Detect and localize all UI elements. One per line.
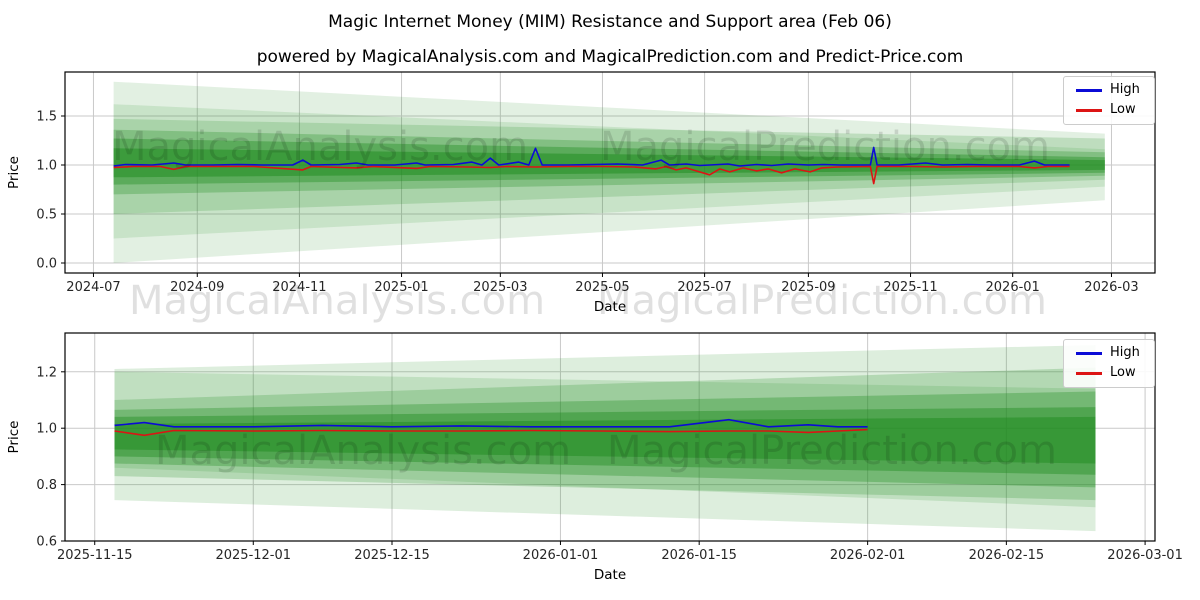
x-tick-label: 2025-12-15 (354, 548, 430, 563)
y-tick-label: 0.0 (36, 257, 57, 272)
x-tick-label: 2025-11 (883, 280, 937, 295)
y-axis-label: Price (6, 421, 22, 454)
x-tick-label: 2026-01-01 (523, 548, 599, 563)
legend-item-low: Low (1076, 102, 1142, 118)
x-tick-label: 2025-07 (677, 280, 731, 295)
legend-item-high: High (1076, 345, 1142, 361)
series-line-low (113, 165, 1070, 185)
support-resistance-band (114, 416, 1096, 464)
x-tick-label: 2024-09 (170, 280, 224, 295)
legend-label-high: High (1110, 345, 1140, 360)
high-line-swatch (1076, 88, 1102, 92)
page-subtitle: powered by MagicalAnalysis.com and Magic… (256, 47, 964, 67)
axes-spine (64, 71, 1156, 274)
x-tick-label: 2025-11-15 (57, 548, 133, 563)
x-tick-label: 2026-02-15 (969, 548, 1045, 563)
x-axis-label: Date (594, 567, 626, 583)
page-title: Magic Internet Money (MIM) Resistance an… (328, 12, 892, 32)
legend-label-low: Low (1110, 365, 1136, 380)
x-tick-label: 2025-01 (374, 280, 428, 295)
low-line-swatch (1076, 108, 1102, 112)
legend-bottom-chart: High Low (1063, 339, 1155, 388)
axes-spine (64, 332, 1156, 542)
y-tick-label: 0.8 (36, 478, 57, 493)
x-tick-label: 2026-02-01 (830, 548, 906, 563)
y-tick-label: 0.5 (36, 208, 57, 223)
x-axis-label: Date (594, 299, 626, 315)
x-tick-label: 2026-03-01 (1107, 548, 1183, 563)
x-tick-label: 2026-01 (986, 280, 1040, 295)
x-tick-label: 2025-05 (575, 280, 629, 295)
x-tick-label: 2026-01-15 (661, 548, 737, 563)
series-line-high (114, 418, 868, 428)
low-line-swatch (1076, 371, 1102, 375)
legend-label-high: High (1110, 82, 1140, 97)
series-line-high (113, 146, 1070, 167)
x-tick-label: 2024-07 (66, 280, 120, 295)
x-tick-label: 2025-03 (473, 280, 527, 295)
series-line-low (114, 428, 868, 437)
x-tick-label: 2024-11 (272, 280, 326, 295)
y-axis-label: Price (6, 156, 22, 189)
x-tick-label: 2026-03 (1084, 280, 1138, 295)
legend-item-low: Low (1076, 365, 1142, 381)
y-tick-label: 1.2 (36, 365, 57, 380)
legend-top-chart: High Low (1063, 76, 1155, 125)
y-tick-label: 0.6 (36, 535, 57, 550)
x-tick-label: 2025-09 (781, 280, 835, 295)
high-line-swatch (1076, 351, 1102, 355)
support-resistance-band (113, 148, 1105, 178)
y-tick-label: 1.5 (36, 110, 57, 125)
legend-item-high: High (1076, 82, 1142, 98)
legend-label-low: Low (1110, 102, 1136, 117)
y-tick-label: 1.0 (36, 422, 57, 437)
x-tick-label: 2025-12-01 (215, 548, 291, 563)
y-tick-label: 1.0 (36, 159, 57, 174)
